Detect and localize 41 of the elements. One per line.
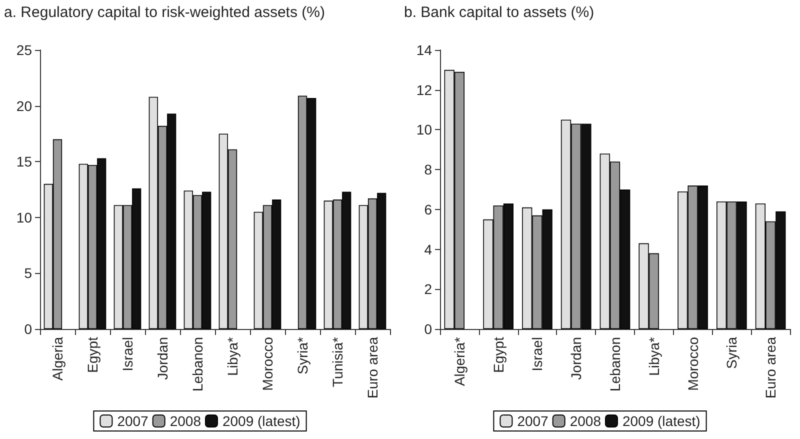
y-tick-label: 2 — [424, 281, 432, 298]
x-tick-label: Libya* — [646, 336, 662, 376]
legend-label: 2008 — [570, 413, 602, 429]
y-tick-label: 6 — [424, 201, 432, 218]
x-tick-label: Euro area — [364, 336, 380, 398]
x-tick-label: Libya* — [224, 336, 240, 376]
y-tick-label: 0 — [424, 321, 432, 337]
x-tick-label: Tunisia* — [330, 336, 346, 388]
legend-label: 2007 — [117, 413, 149, 429]
y-tick-label: 15 — [16, 154, 32, 170]
x-tick-label: Euro area — [762, 336, 779, 398]
y-tick-label: 4 — [424, 241, 432, 258]
x-tick-label: Algeria* — [451, 336, 468, 386]
y-tick-label: 20 — [16, 98, 32, 114]
y-tick-label: 0 — [24, 321, 32, 337]
x-tick-label: Egypt — [84, 336, 100, 373]
y-tick-label: 10 — [16, 209, 32, 226]
x-tick-label: Syria — [724, 336, 740, 369]
x-tick-label: Lebanon — [607, 337, 623, 392]
legend-label: 2009 (latest) — [222, 413, 300, 429]
x-tick-label: Jordan — [568, 337, 584, 380]
x-tick-label: Algeria — [50, 336, 66, 381]
x-tick-label: Israel — [529, 337, 546, 372]
legend-label: 2007 — [517, 413, 549, 429]
chart-title: a. Regulatory capital to risk-weighted assets (%) — [4, 4, 326, 22]
y-tick-label: 10 — [416, 122, 432, 138]
legend-label: 2008 — [170, 413, 202, 429]
x-tick-label: Morocco — [260, 336, 276, 391]
x-tick-label: Syria* — [294, 336, 310, 374]
x-tick-label: Egypt — [490, 336, 506, 373]
y-tick-label: 12 — [416, 82, 432, 98]
x-tick-label: Lebanon — [190, 337, 206, 392]
x-tick-label: Jordan — [154, 337, 170, 380]
legend-label: 2009 (latest) — [622, 413, 700, 429]
y-tick-label: 25 — [16, 42, 32, 58]
x-tick-label: Morocco — [684, 336, 701, 391]
x-tick-label: Israel — [120, 337, 136, 372]
chart-title: b. Bank capital to assets (%) — [404, 4, 596, 22]
y-tick-label: 8 — [424, 162, 432, 178]
y-tick-label: 14 — [416, 42, 432, 58]
y-tick-label: 5 — [24, 265, 32, 282]
